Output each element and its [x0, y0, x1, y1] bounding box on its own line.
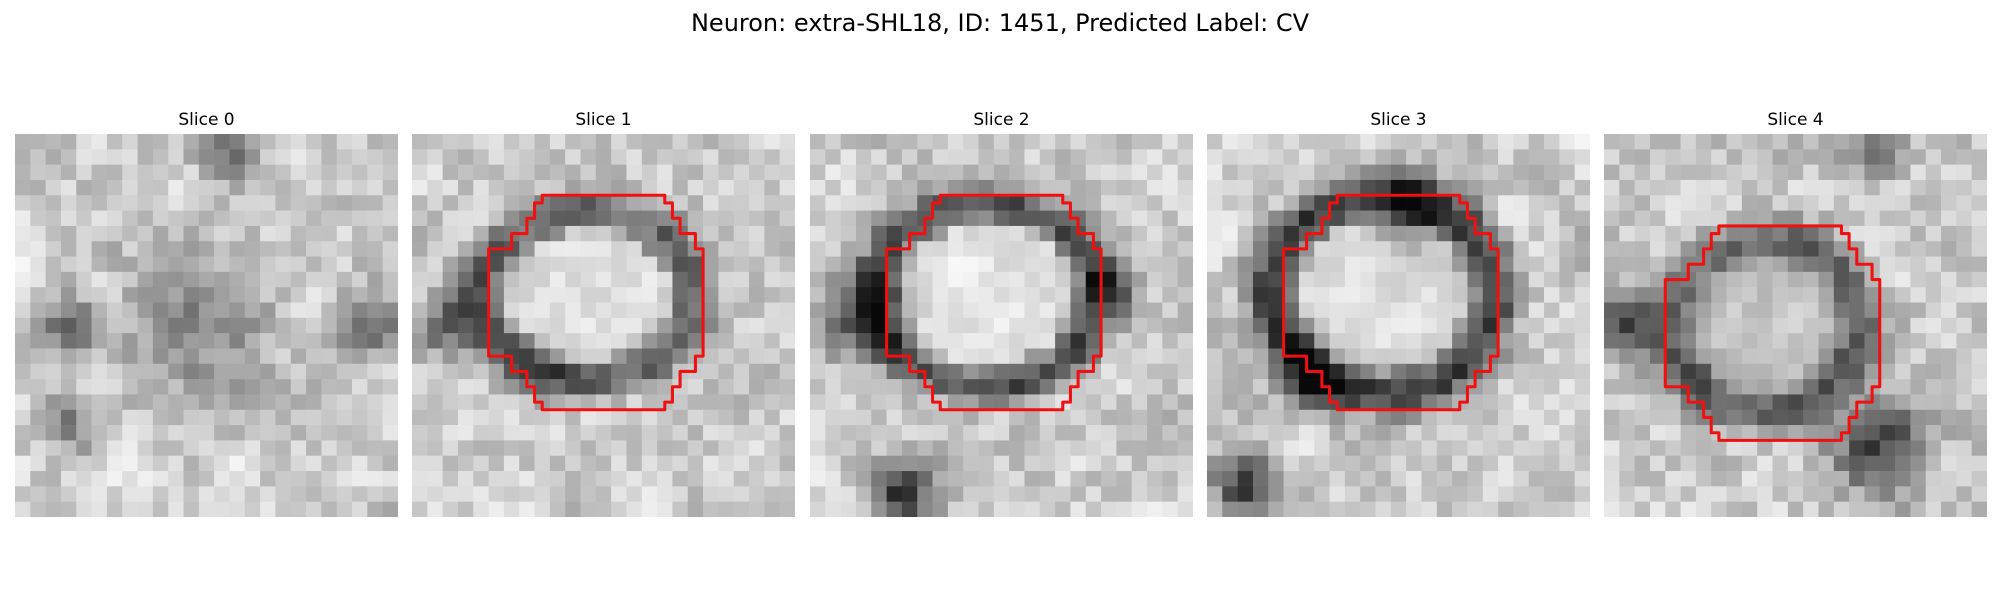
slice-image-4: [1604, 134, 1987, 517]
segmentation-contour: [1282, 193, 1500, 412]
slice-title-4: Slice 4: [1767, 110, 1824, 130]
slice-image-0: [15, 134, 398, 517]
slice-image-1: [412, 134, 795, 517]
slice-title-1: Slice 1: [575, 110, 632, 130]
slice-panel-4: Slice 4: [1604, 108, 1987, 520]
pixel-grid: [15, 134, 398, 517]
segmentation-contour: [885, 193, 1103, 412]
pixel-grid: [412, 134, 795, 517]
slice-panel-1: Slice 1: [412, 108, 795, 520]
pixel-grid: [810, 134, 1193, 517]
figure-title: Neuron: extra-SHL18, ID: 1451, Predicted…: [690, 9, 1310, 37]
slice-title-2: Slice 2: [973, 110, 1030, 130]
slice-panel-0: Slice 0: [15, 108, 398, 520]
slice-title-3: Slice 3: [1370, 110, 1427, 130]
slice-panel-2: Slice 2: [810, 108, 1193, 520]
slice-image-3: [1207, 134, 1590, 517]
slice-panel-3: Slice 3: [1207, 108, 1590, 520]
segmentation-contour: [1663, 224, 1882, 442]
slice-image-2: [810, 134, 1193, 517]
pixel-grid: [1604, 134, 1987, 517]
slice-title-0: Slice 0: [178, 110, 235, 130]
pixel-grid: [1207, 134, 1590, 517]
segmentation-contour: [487, 193, 705, 412]
